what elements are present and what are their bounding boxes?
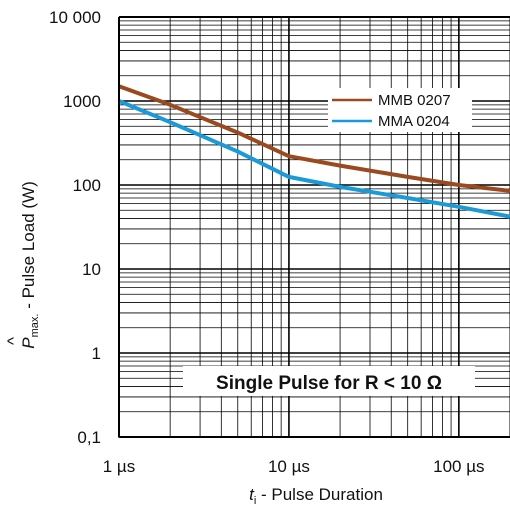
y-tick-label: 100 (73, 176, 101, 195)
annotation-text: Single Pulse for R < 10 Ω (216, 373, 442, 394)
y-tick-label: 10 (82, 260, 101, 279)
y-tick-label: 10 000 (49, 8, 101, 27)
svg-text:Pmax. - Pulse Load (W): Pmax. - Pulse Load (W) (19, 181, 41, 348)
annotation-background (183, 366, 475, 396)
x-axis-label: ti - Pulse Duration (249, 485, 383, 506)
legend: MMB 0207 MMA 0204 (328, 88, 472, 132)
series-layer (118, 84, 510, 219)
legend-label: MMA 0204 (378, 113, 450, 130)
y-tick-label: 1000 (63, 92, 101, 111)
y-axis-label-hat: ^ (4, 337, 23, 345)
x-tick-label: 100 µs (433, 457, 484, 476)
legend-background (328, 88, 472, 132)
series-line (118, 84, 510, 193)
y-tick-label: 0,1 (77, 428, 101, 447)
axes (118, 16, 510, 438)
legend-label: MMB 0207 (378, 92, 451, 109)
series-line (118, 99, 510, 219)
x-tick-label: 10 µs (268, 457, 310, 476)
y-axis-label: Pmax. - Pulse Load (W) ^ (4, 181, 41, 348)
annotation-box: Single Pulse for R < 10 Ω (183, 366, 475, 396)
x-tick-label: 1 µs (103, 457, 135, 476)
tick-labels: 10 000 1000 100 10 1 0,11 µs 10 µs 100 µs (49, 8, 485, 476)
y-tick-label: 1 (92, 344, 101, 363)
